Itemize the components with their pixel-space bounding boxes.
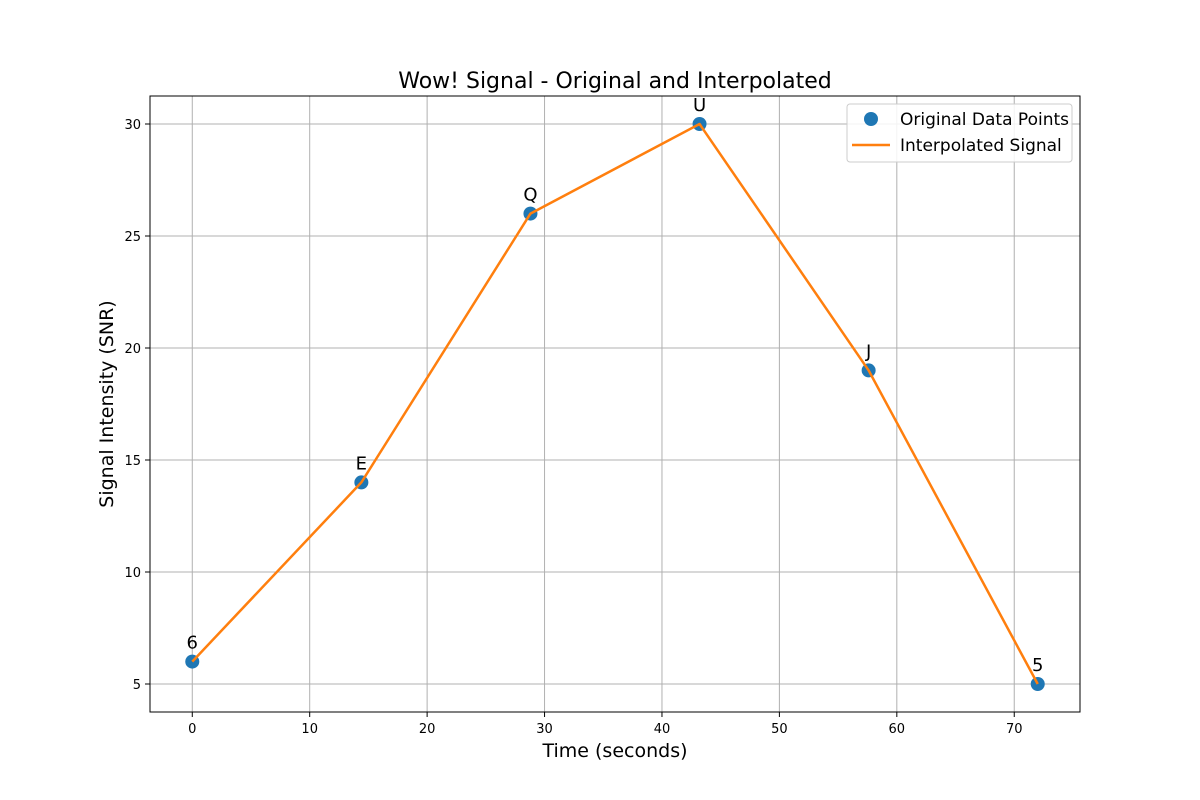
y-axis-label: Signal Intensity (SNR) xyxy=(96,300,118,507)
grid xyxy=(150,96,1080,712)
x-tick-label: 20 xyxy=(419,722,436,737)
x-tick-label: 0 xyxy=(188,722,196,737)
point-label: J xyxy=(865,341,871,362)
y-tick-label: 15 xyxy=(124,454,141,469)
point-label: 5 xyxy=(1032,655,1043,676)
y-tick-label: 30 xyxy=(124,118,141,133)
y-tick-label: 5 xyxy=(133,678,141,693)
point-label: U xyxy=(693,95,706,116)
point-label: 6 xyxy=(187,633,198,654)
y-tick-label: 25 xyxy=(124,230,141,245)
ticks: 0 10 20 30 40 50 60 70 5 10 15 20 25 30 xyxy=(124,118,1022,737)
legend-label-interpolated: Interpolated Signal xyxy=(900,136,1062,156)
legend-marker-original xyxy=(864,112,878,126)
series: 6 E Q U J 5 xyxy=(185,95,1045,691)
legend-label-original: Original Data Points xyxy=(900,110,1069,130)
chart-title: Wow! Signal - Original and Interpolated xyxy=(398,69,831,94)
x-tick-label: 50 xyxy=(771,722,788,737)
x-tick-label: 10 xyxy=(301,722,318,737)
y-tick-label: 10 xyxy=(124,566,141,581)
x-tick-label: 70 xyxy=(1006,722,1023,737)
legend-box xyxy=(846,103,1073,163)
y-tick-label: 20 xyxy=(124,342,141,357)
x-tick-label: 60 xyxy=(889,722,906,737)
point-label: Q xyxy=(523,185,537,206)
interpolated-line xyxy=(191,122,1039,685)
plot-frame xyxy=(149,95,1081,713)
legend: Original Data Points Interpolated Signal xyxy=(846,103,1073,163)
x-tick-label: 40 xyxy=(654,722,671,737)
x-axis-label: Time (seconds) xyxy=(541,740,687,762)
point-label: E xyxy=(356,453,367,474)
x-tick-label: 30 xyxy=(536,722,553,737)
